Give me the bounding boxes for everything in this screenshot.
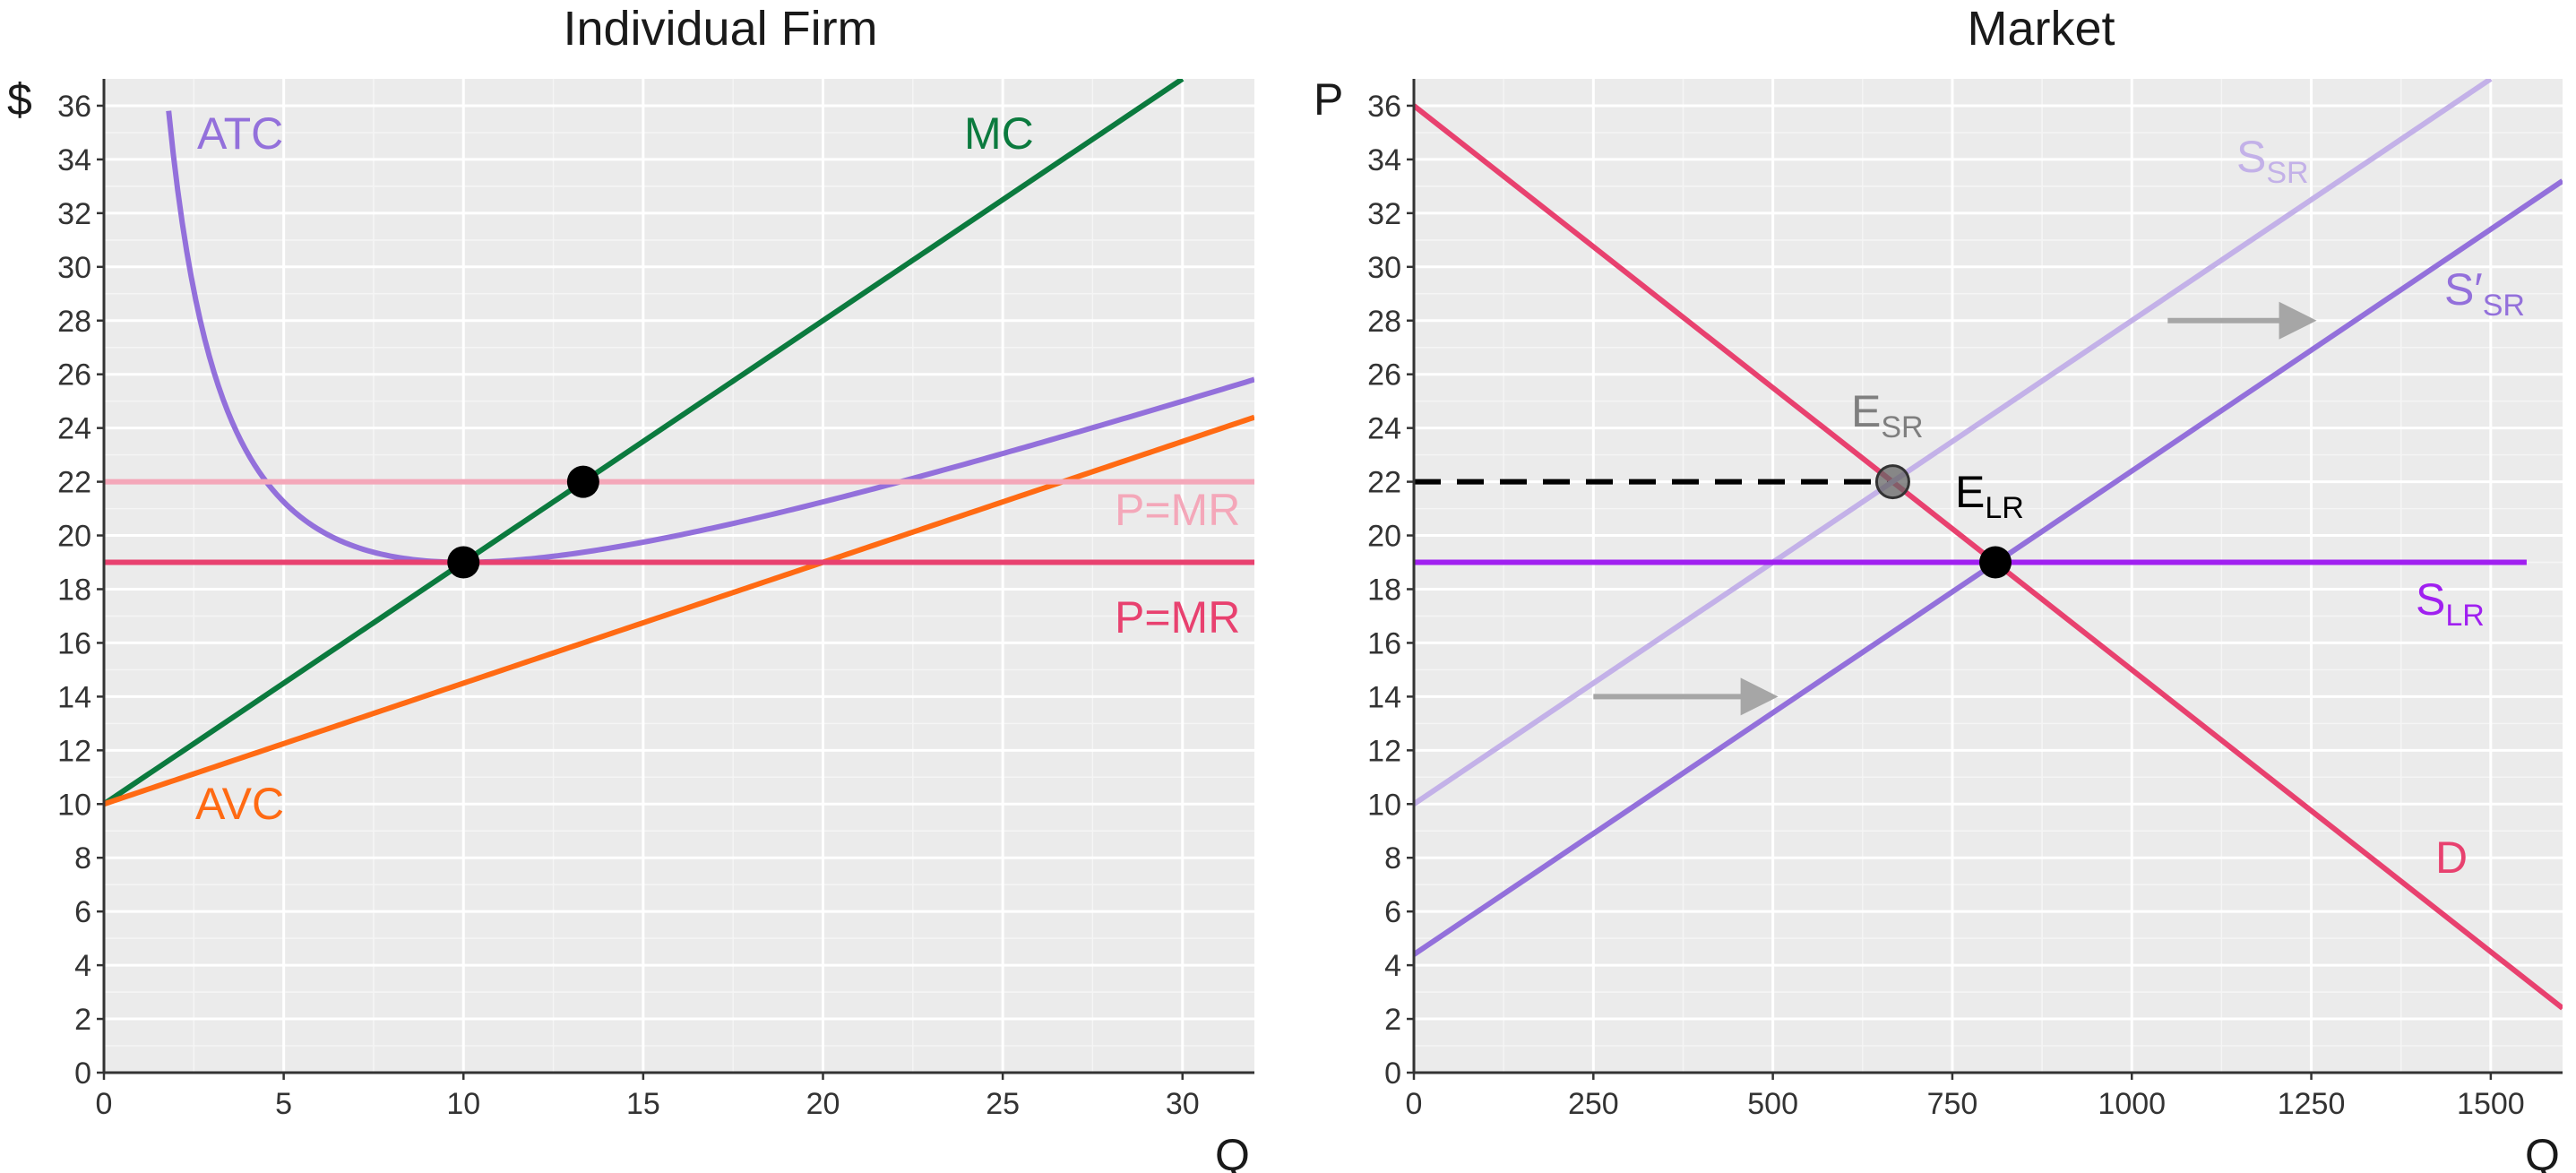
market-y-tick-label-16: 16 <box>1367 626 1401 660</box>
ssr-label-sub: SR <box>2266 156 2308 190</box>
firm-x-tick-label-30: 30 <box>1166 1087 1200 1121</box>
firm-title: Individual Firm <box>563 2 877 56</box>
firm-x-tick-label-10: 10 <box>446 1087 480 1121</box>
firm-y-tick-label-12: 12 <box>57 734 91 768</box>
market-y-tick-label-4: 4 <box>1384 949 1401 983</box>
slr-label: SLR <box>2416 574 2485 633</box>
firm-x-axis-label: Q <box>1215 1130 1250 1173</box>
market-point-e-lr <box>1979 546 2012 579</box>
market-y-tick-label-10: 10 <box>1367 788 1401 822</box>
firm-y-tick-label-20: 20 <box>57 520 91 554</box>
firm-y-tick-label-24: 24 <box>57 412 91 446</box>
firm-y-tick-label-36: 36 <box>57 90 91 124</box>
firm-series-atc-0 <box>166 110 1254 565</box>
firm-y-tick-label-6: 6 <box>74 895 91 929</box>
market-series-s-sr-1 <box>1414 79 2493 806</box>
firm-point-0 <box>447 546 480 579</box>
market-point-e-sr <box>1874 464 1910 500</box>
pmr-high-label: P=MR <box>1115 485 1240 535</box>
firm-y-tick-label-34: 34 <box>57 143 91 177</box>
firm-y-axis-label: $ <box>7 74 32 125</box>
market-x-tick-label-750: 750 <box>1927 1087 1978 1121</box>
pmr-low-label: P=MR <box>1115 592 1240 643</box>
market-x-tick-label-1000: 1000 <box>2098 1087 2166 1121</box>
firm-x-tick-label-5: 5 <box>275 1087 292 1121</box>
firm-y-tick-label-28: 28 <box>57 305 91 339</box>
market-y-tick-label-8: 8 <box>1384 841 1401 875</box>
firm-y-tick-label-10: 10 <box>57 788 91 822</box>
firm-y-tick-label-2: 2 <box>74 1003 91 1037</box>
slr-label-main: S <box>2416 574 2445 625</box>
elr-label-main: E <box>1955 467 1985 517</box>
market-y-tick-label-36: 36 <box>1367 90 1401 124</box>
market-y-tick-label-28: 28 <box>1367 305 1401 339</box>
market-x-tick-label-250: 250 <box>1568 1087 1619 1121</box>
ssr-shifted-label-sub: SR <box>2483 289 2525 323</box>
market-y-axis-label: P <box>1314 74 1343 125</box>
market-y-tick-label-12: 12 <box>1367 734 1401 768</box>
market-panel: Market 024681012141618202224262830323436… <box>1314 2 2563 1173</box>
firm-x-tick-label-0: 0 <box>96 1087 113 1121</box>
esr-label-sub: SR <box>1881 410 1923 444</box>
firm-series-mc-1 <box>104 79 1185 806</box>
elr-label-sub: LR <box>1985 491 2023 525</box>
ssr-shifted-label: S′SR <box>2444 264 2525 323</box>
market-y-tick-label-26: 26 <box>1367 358 1401 392</box>
market-x-tick-label-1500: 1500 <box>2457 1087 2525 1121</box>
demand-label: D <box>2435 832 2468 883</box>
esr-label-main: E <box>1851 386 1881 436</box>
market-y-tick-label-30: 30 <box>1367 251 1401 285</box>
market-y-tick-label-0: 0 <box>1384 1057 1401 1091</box>
firm-y-tick-label-16: 16 <box>57 626 91 660</box>
market-x-axis-label: Q <box>2525 1130 2560 1173</box>
elr-label: ELR <box>1955 467 2024 525</box>
firm-points <box>447 465 599 579</box>
market-y-tick-label-24: 24 <box>1367 412 1401 446</box>
market-y-tick-label-2: 2 <box>1384 1003 1401 1037</box>
market-y-tick-label-22: 22 <box>1367 466 1401 500</box>
avc-label: AVC <box>195 779 284 829</box>
market-x-tick-label-1250: 1250 <box>2278 1087 2346 1121</box>
market-points <box>1874 464 2012 579</box>
firm-panel: Individual Firm 024681012141618202224262… <box>7 2 1254 1173</box>
ssr-shifted-label-main: S′ <box>2444 264 2483 315</box>
firm-y-tick-label-4: 4 <box>74 949 91 983</box>
firm-y-tick-label-18: 18 <box>57 573 91 607</box>
firm-x-tick-label-15: 15 <box>626 1087 660 1121</box>
slr-label-sub: LR <box>2445 599 2484 633</box>
firm-y-tick-label-22: 22 <box>57 466 91 500</box>
firm-y-tick-label-32: 32 <box>57 197 91 231</box>
firm-series <box>104 79 1254 807</box>
mc-label: MC <box>964 108 1034 159</box>
market-x-tick-label-0: 0 <box>1406 1087 1423 1121</box>
firm-x-tick-label-20: 20 <box>806 1087 840 1121</box>
market-y-tick-label-18: 18 <box>1367 573 1401 607</box>
firm-y-tick-label-26: 26 <box>57 358 91 392</box>
firm-plot-background <box>104 79 1254 1073</box>
ssr-label-main: S <box>2236 132 2266 182</box>
ssr-label: SSR <box>2236 132 2309 190</box>
market-title: Market <box>1967 2 2115 56</box>
market-y-tick-label-20: 20 <box>1367 520 1401 554</box>
firm-y-tick-label-14: 14 <box>57 680 91 714</box>
esr-label: ESR <box>1851 386 1924 444</box>
firm-y-tick-label-30: 30 <box>57 251 91 285</box>
atc-label: ATC <box>197 108 283 159</box>
market-y-tick-label-14: 14 <box>1367 680 1401 714</box>
firm-y-tick-label-8: 8 <box>74 841 91 875</box>
firm-x-tick-label-25: 25 <box>986 1087 1020 1121</box>
firm-point-1 <box>566 465 599 498</box>
market-y-tick-label-34: 34 <box>1367 143 1401 177</box>
market-x-tick-label-500: 500 <box>1747 1087 1798 1121</box>
market-y-tick-label-6: 6 <box>1384 895 1401 929</box>
market-y-tick-label-32: 32 <box>1367 197 1401 231</box>
firm-y-tick-label-0: 0 <box>74 1057 91 1091</box>
